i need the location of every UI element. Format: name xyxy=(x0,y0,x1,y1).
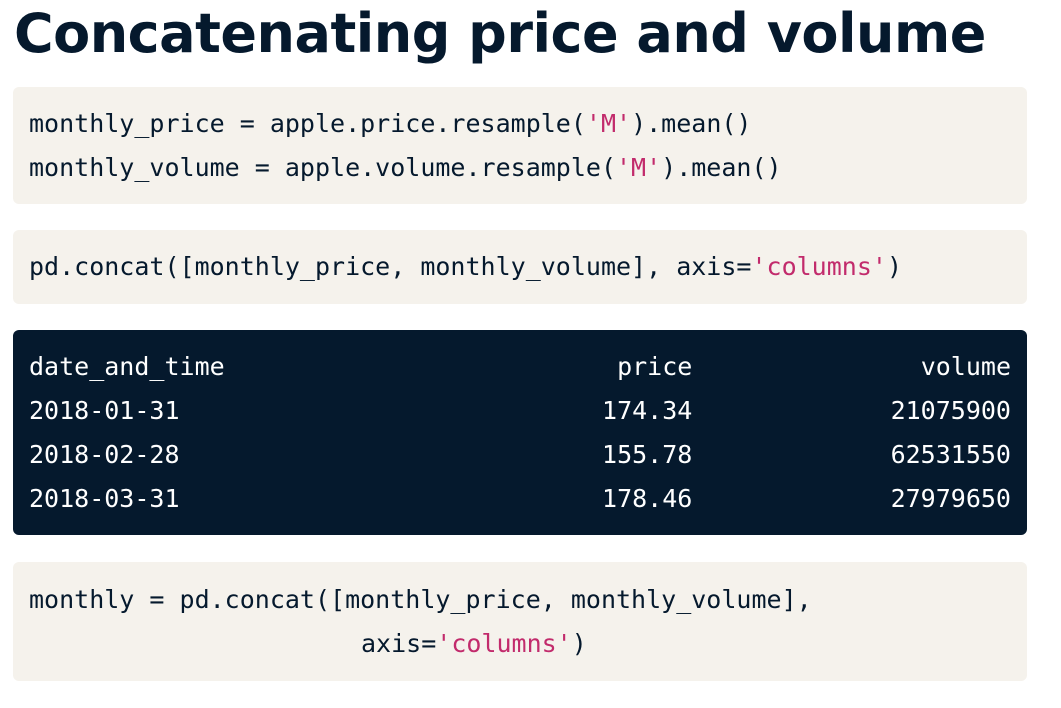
cell: 27979650 xyxy=(890,484,1011,513)
output-block: date_and_time price volume 2018-01-31 174.34… xyxy=(13,330,1027,535)
code-text: pd.concat([monthly_price, monthly_volume… xyxy=(29,252,752,281)
string-literal: 'M' xyxy=(616,152,662,182)
data-row: 2018-02-28 155.78 62531550 xyxy=(29,433,1011,477)
code-line: monthly_price = apple.price.resample('M'… xyxy=(29,102,1011,146)
cell: 155.78 xyxy=(602,440,693,469)
output-table: date_and_time price volume 2018-01-31 174.34… xyxy=(29,345,1011,521)
slide-title: Concatenating price and volume xyxy=(14,2,986,65)
code-text: monthly = pd.concat([monthly_price, mont… xyxy=(29,584,812,614)
code-block: monthly_price = apple.price.resample('M'… xyxy=(13,87,1027,204)
code-line: monthly_volume = apple.volume.resample('… xyxy=(29,146,1011,190)
code-block: pd.concat([monthly_price, monthly_volume… xyxy=(13,230,1027,304)
code-text: ).mean() xyxy=(631,108,752,138)
code-line: pd.concat([monthly_price, monthly_volume… xyxy=(29,245,1011,289)
column-header: date_and_time xyxy=(29,352,225,381)
code-text: monthly_volume = apple.volume.resample( xyxy=(29,152,616,182)
code-text: ) xyxy=(571,628,587,658)
cell: 178.46 xyxy=(602,484,693,513)
cell: 2018-01-31 xyxy=(29,396,180,425)
code-line: axis='columns') xyxy=(29,622,1011,666)
cell: 21075900 xyxy=(890,396,1011,425)
code-text: ) xyxy=(886,252,902,281)
code-line: monthly = pd.concat([monthly_price, mont… xyxy=(29,578,1011,622)
cell: 62531550 xyxy=(890,440,1011,469)
string-literal: 'columns' xyxy=(436,628,572,658)
code-text: axis= xyxy=(361,628,437,658)
code-block: monthly = pd.concat([monthly_price, mont… xyxy=(13,562,1027,681)
code-text: monthly_price = apple.price.resample( xyxy=(29,108,586,138)
header-row: date_and_time price volume xyxy=(29,345,1011,389)
code-text: ).mean() xyxy=(661,152,782,182)
column-header: volume xyxy=(920,352,1011,381)
data-row: 2018-01-31 174.34 21075900 xyxy=(29,389,1011,433)
cell: 2018-03-31 xyxy=(29,484,180,513)
data-row: 2018-03-31 178.46 27979650 xyxy=(29,477,1011,521)
column-header: price xyxy=(617,352,693,381)
cell: 2018-02-28 xyxy=(29,440,180,469)
string-literal: 'columns' xyxy=(751,252,887,281)
string-literal: 'M' xyxy=(585,108,632,138)
cell: 174.34 xyxy=(602,396,693,425)
